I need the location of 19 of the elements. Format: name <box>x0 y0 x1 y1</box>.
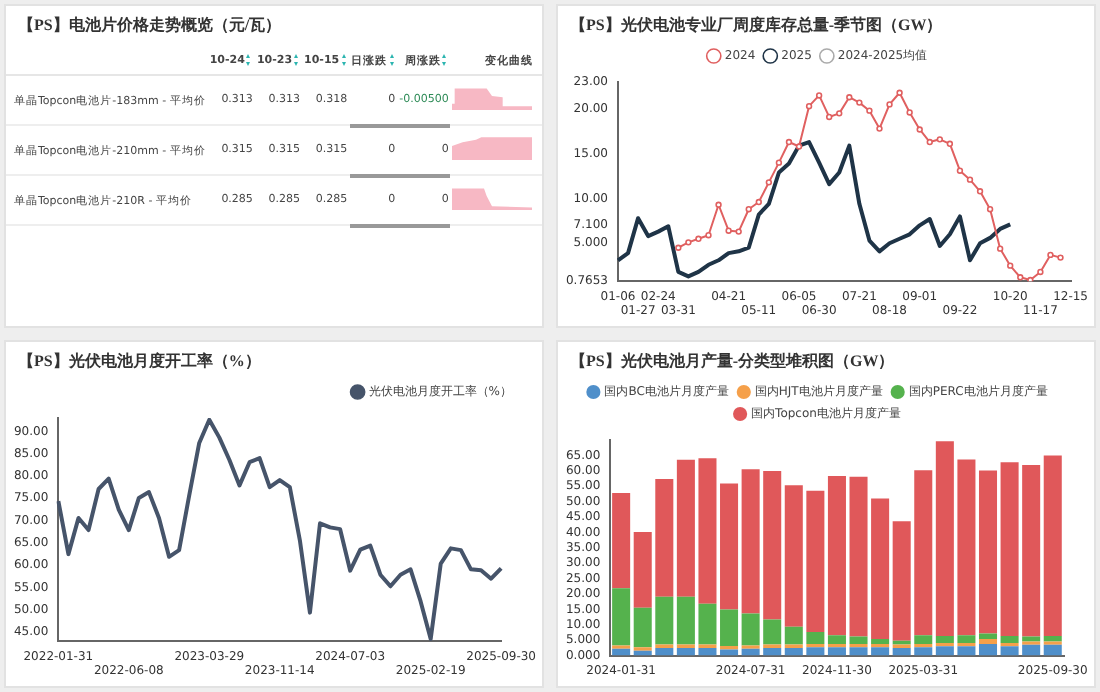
bar <box>978 470 998 634</box>
chart-title: 【PS】光伏电池月度开工率（%） <box>16 350 263 374</box>
bar <box>1043 635 1062 642</box>
bar <box>720 483 739 610</box>
bar <box>827 635 846 644</box>
bar <box>612 588 631 646</box>
bar <box>978 633 998 639</box>
bar <box>978 643 998 656</box>
bar <box>720 649 739 656</box>
chart-title: 【PS】光伏电池月产量-分类型堆积图（GW） <box>568 350 897 374</box>
bar <box>827 647 846 656</box>
bar <box>827 476 846 636</box>
chart-title: 【PS】光伏电池专业厂周度库存总量-季节图（GW） <box>568 14 945 38</box>
bar <box>978 638 998 644</box>
bar <box>1043 455 1062 636</box>
text: 【PS】电池片价格走势概览（元/瓦） <box>16 14 284 38</box>
bar <box>720 609 739 647</box>
bar <box>612 492 631 589</box>
bar <box>1043 644 1062 656</box>
